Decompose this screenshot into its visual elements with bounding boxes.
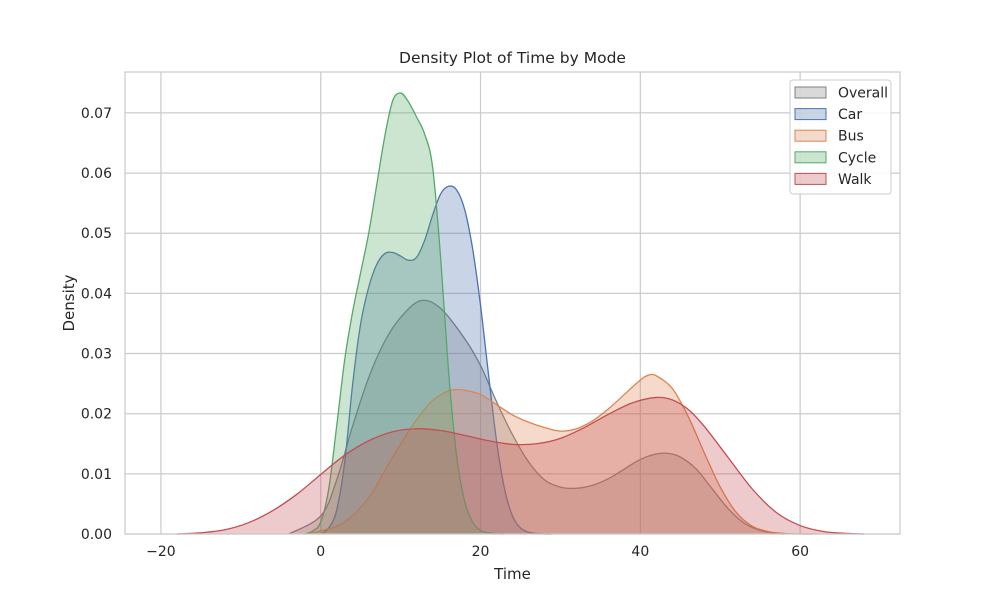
legend: Overall Car Bus Cycle Walk <box>789 79 892 195</box>
legend-label: Walk <box>838 172 872 188</box>
x-tick-label: 60 <box>791 544 809 560</box>
density-line-walk <box>176 396 865 535</box>
legend-label: Bus <box>838 129 864 145</box>
legend-swatch <box>794 108 827 121</box>
density-line-overall <box>288 299 785 535</box>
density-fill-car <box>320 186 553 535</box>
legend-swatch <box>794 86 827 99</box>
y-axis-label: Density <box>60 274 78 331</box>
legend-swatch <box>794 129 827 142</box>
density-fill-cycle <box>304 93 505 534</box>
y-tick-label: 0.02 <box>81 407 112 423</box>
plot-background <box>125 72 900 534</box>
series-car <box>320 185 553 535</box>
y-tick-label: 0.01 <box>81 467 112 483</box>
series-overall <box>288 299 785 535</box>
chart-title: Density Plot of Time by Mode <box>399 49 626 67</box>
x-tick-label: 40 <box>631 544 649 560</box>
density-areas <box>176 92 865 535</box>
density-fill-overall <box>288 300 785 534</box>
x-axis-ticks: −20 0 20 40 60 <box>146 544 809 560</box>
y-tick-label: 0.07 <box>81 106 112 122</box>
x-tick-label: 20 <box>472 544 490 560</box>
x-tick-label: −20 <box>146 544 176 560</box>
density-line-bus <box>304 373 817 535</box>
density-line-cycle <box>304 92 505 535</box>
density-line-car <box>320 185 553 535</box>
y-tick-label: 0.03 <box>81 347 112 363</box>
legend-item-bus: Bus <box>794 129 864 145</box>
series-bus <box>304 373 817 535</box>
legend-label: Cycle <box>838 150 876 166</box>
y-tick-label: 0.00 <box>81 527 112 543</box>
legend-swatch <box>794 172 827 185</box>
legend-item-car: Car <box>794 107 862 123</box>
series-cycle <box>304 92 505 535</box>
y-tick-label: 0.06 <box>81 166 112 182</box>
x-axis-label: Time <box>493 565 531 583</box>
legend-label: Car <box>838 107 862 123</box>
y-tick-label: 0.05 <box>81 226 112 242</box>
legend-item-walk: Walk <box>794 172 872 188</box>
legend-label: Overall <box>838 86 888 102</box>
y-tick-label: 0.04 <box>81 286 112 302</box>
density-fill-walk <box>176 397 865 534</box>
x-tick-label: 0 <box>316 544 325 560</box>
y-axis-ticks: 0.00 0.01 0.02 0.03 0.04 0.05 0.06 0.07 <box>81 106 112 543</box>
legend-swatch <box>794 151 827 164</box>
series-walk <box>176 396 865 535</box>
legend-item-cycle: Cycle <box>794 150 876 166</box>
plot-frame <box>124 71 901 535</box>
legend-item-overall: Overall <box>794 86 888 102</box>
density-fill-bus <box>304 374 817 535</box>
